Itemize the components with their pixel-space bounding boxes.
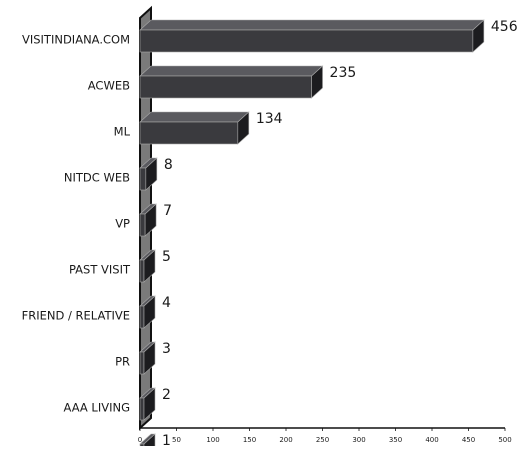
x-tick-label-4: 200 bbox=[279, 436, 292, 444]
data-label-7: 3 bbox=[162, 341, 171, 357]
data-label-3: 8 bbox=[164, 157, 173, 173]
bar-front-face bbox=[139, 305, 145, 329]
bar-side-face bbox=[311, 65, 323, 99]
bar-1 bbox=[139, 65, 324, 99]
data-label-1: 235 bbox=[330, 65, 357, 81]
x-tick-label-9: 450 bbox=[462, 436, 475, 444]
bars bbox=[139, 19, 485, 450]
bar-6 bbox=[139, 295, 156, 329]
data-labels: 456 235 134 8 7 5 4 3 2 1 bbox=[162, 19, 518, 449]
bar-side-face bbox=[143, 341, 156, 375]
bar-side-face bbox=[237, 111, 250, 145]
bar-3 bbox=[139, 157, 158, 191]
bar-front-face bbox=[139, 29, 474, 53]
x-tick-label-1: 50 bbox=[172, 436, 181, 444]
category-label-7: PR bbox=[115, 355, 130, 369]
x-tick-label-6: 300 bbox=[352, 436, 365, 444]
bar-5 bbox=[139, 249, 156, 283]
category-label-6: FRIEND / RELATIVE bbox=[22, 309, 130, 323]
x-tick-label-3: 150 bbox=[243, 436, 256, 444]
category-label-2: ML bbox=[114, 125, 131, 139]
bar-front-face bbox=[139, 259, 145, 283]
bar-top-face bbox=[139, 19, 485, 31]
bar-top-face bbox=[139, 111, 250, 123]
category-label-8: AAA LIVING bbox=[64, 401, 130, 415]
bar-8 bbox=[139, 387, 156, 421]
category-label-3: NITDC WEB bbox=[64, 171, 130, 185]
bar-front-face bbox=[139, 397, 145, 421]
x-axis-ticks: 0 50 100 150 200 250 300 350 400 450 500 bbox=[138, 428, 512, 444]
x-tick-label-10: 500 bbox=[498, 436, 511, 444]
bar-side-face bbox=[143, 387, 156, 421]
category-label-0: VISITINDIANA.COM bbox=[22, 33, 130, 47]
bar-side-face bbox=[472, 19, 485, 53]
bar-4 bbox=[139, 203, 157, 237]
category-label-5: PAST VISIT bbox=[69, 263, 131, 277]
x-tick-label-0: 0 bbox=[138, 436, 142, 444]
bar-7 bbox=[139, 341, 156, 375]
x-tick-label-2: 100 bbox=[206, 436, 219, 444]
bar-front-face bbox=[139, 213, 146, 237]
data-label-9: 1 bbox=[162, 433, 171, 446]
data-label-6: 4 bbox=[162, 295, 171, 311]
bar-9 bbox=[139, 433, 156, 450]
data-label-2: 134 bbox=[256, 111, 283, 127]
bar-top-face bbox=[139, 65, 324, 77]
x-tick-label-5: 250 bbox=[316, 436, 329, 444]
data-label-4: 7 bbox=[163, 203, 172, 219]
bar-side-face bbox=[145, 157, 158, 191]
category-label-1: ACWEB bbox=[88, 79, 130, 93]
bar-0 bbox=[139, 19, 485, 53]
x-tick-label-8: 400 bbox=[425, 436, 438, 444]
data-label-8: 2 bbox=[162, 387, 171, 403]
bar-front-face bbox=[139, 167, 147, 191]
bar-front-face bbox=[139, 75, 312, 99]
bar-2 bbox=[139, 111, 250, 145]
category-label-4: VP bbox=[115, 217, 130, 231]
bar-front-face bbox=[139, 351, 145, 375]
bar-side-face bbox=[144, 203, 157, 237]
bar-front-face bbox=[139, 121, 239, 145]
bar-side-face bbox=[143, 249, 156, 283]
category-labels: VISITINDIANA.COM ACWEB ML NITDC WEB VP PAST V… bbox=[22, 33, 131, 450]
bar-side-face bbox=[143, 295, 156, 329]
x-tick-label-7: 350 bbox=[389, 436, 402, 444]
data-label-0: 456 bbox=[491, 19, 518, 35]
data-label-5: 5 bbox=[162, 249, 171, 265]
